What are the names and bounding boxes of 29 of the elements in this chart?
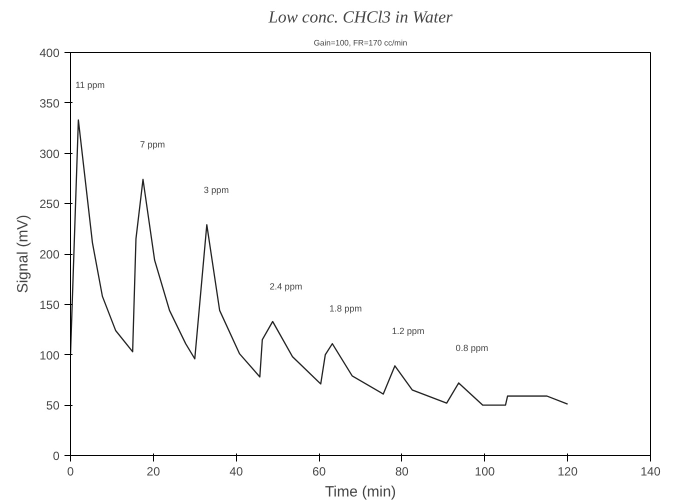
- y-tick-label: 0: [52, 449, 60, 463]
- y-tick-label: 50: [46, 398, 60, 413]
- y-tick-label: 200: [39, 248, 60, 262]
- y-tick-label: 150: [39, 298, 60, 312]
- x-tick-label: 140: [640, 464, 661, 478]
- x-axis-title: Time (min): [324, 484, 396, 500]
- y-axis-title: Signal (mV): [14, 214, 32, 294]
- y-tick-label: 300: [39, 146, 60, 161]
- x-tick-label: 60: [312, 464, 326, 478]
- annotation: 1.2 ppm: [392, 326, 424, 336]
- x-tick-label: 40: [230, 464, 244, 478]
- annotation: 7 ppm: [140, 139, 166, 150]
- annotation: 0.8 ppm: [456, 342, 488, 353]
- y-tick-label: 400: [39, 46, 60, 60]
- x-tick-label: 100: [474, 464, 496, 478]
- chart-subtitle: Gain=100, FR=170 cc/min: [314, 38, 408, 48]
- x-tick-label: 20: [146, 464, 160, 478]
- annotation: 1.8 ppm: [329, 304, 362, 314]
- x-tick-label: 0: [67, 464, 74, 478]
- annotation: 11 ppm: [75, 80, 105, 90]
- y-tick-label: 100: [39, 348, 60, 362]
- annotation: 2.4 ppm: [270, 282, 302, 292]
- line-series: [70, 119, 568, 406]
- chart-title: Low conc. CHCl3 in Water: [267, 8, 453, 26]
- x-tick-label: 120: [558, 464, 578, 478]
- y-tick-label: 250: [39, 197, 60, 212]
- x-tick-label: 80: [395, 464, 409, 478]
- annotation: 3 ppm: [204, 184, 229, 195]
- y-tick-label: 350: [39, 96, 60, 110]
